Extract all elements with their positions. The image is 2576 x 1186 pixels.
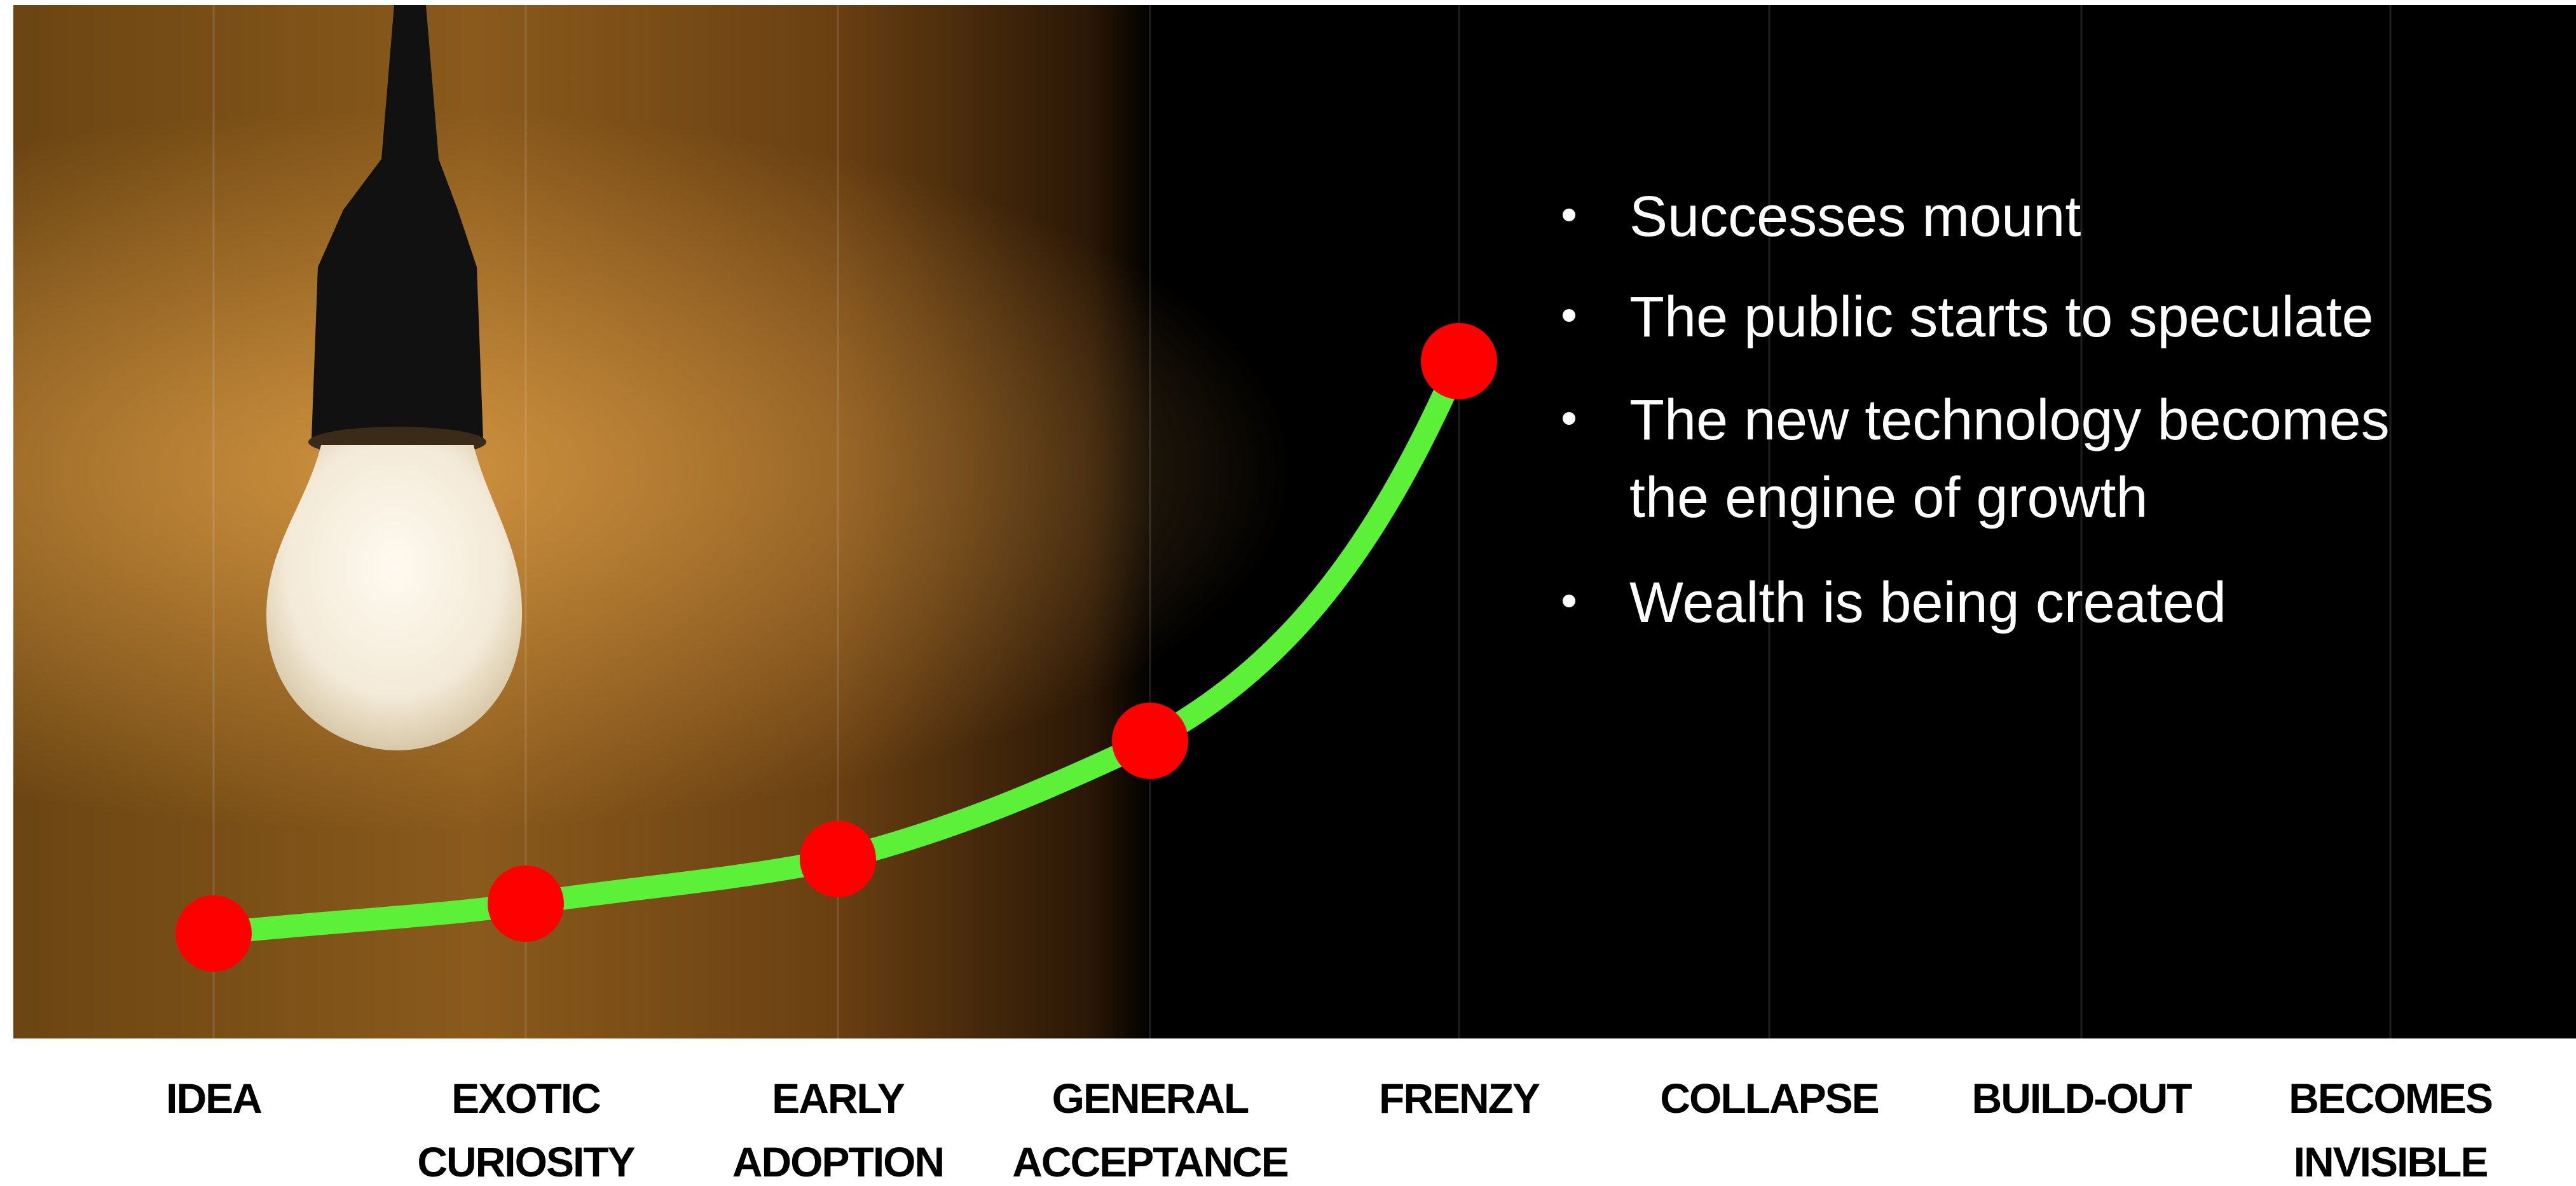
bullet-dot [1563, 412, 1575, 425]
bullet-text: Wealth is being created [1629, 571, 2226, 635]
dot [1112, 703, 1188, 779]
bullet-dot [1563, 595, 1575, 607]
stage-label: BECOMES [2289, 1075, 2492, 1122]
bullet-dot [1563, 209, 1575, 221]
bullet-text: the engine of growth [1629, 466, 2148, 530]
stage-label: CURIOSITY [417, 1138, 634, 1185]
bullet-dot [1563, 309, 1575, 322]
stage-label: COLLAPSE [1660, 1075, 1878, 1122]
bullet-text: Successes mount [1629, 185, 2081, 249]
dot [488, 865, 564, 942]
dot [800, 821, 876, 897]
dot [175, 895, 252, 972]
slide: IDEA EXOTIC CURIOSITY EARLY ADOPTION GENERAL A… [0, 0, 2576, 1186]
stage-label: IDEA [166, 1075, 261, 1122]
bullet-text: The public starts to speculate [1629, 286, 2374, 349]
stage-label: ACCEPTANCE [1012, 1138, 1287, 1185]
stage-label: FRENZY [1379, 1075, 1540, 1122]
stage-label: ADOPTION [732, 1138, 943, 1185]
dot [1421, 323, 1497, 399]
stage-label: GENERAL [1052, 1075, 1249, 1122]
stage-label: EXOTIC [451, 1075, 600, 1122]
page: IDEA EXOTIC CURIOSITY EARLY ADOPTION GENERAL A… [0, 0, 2576, 1186]
bullet-text: The new technology becomes [1629, 389, 2390, 452]
stage-label: EARLY [772, 1075, 905, 1122]
stage-label: BUILD-OUT [1972, 1075, 2193, 1122]
stage-label: INVISIBLE [2294, 1138, 2488, 1185]
